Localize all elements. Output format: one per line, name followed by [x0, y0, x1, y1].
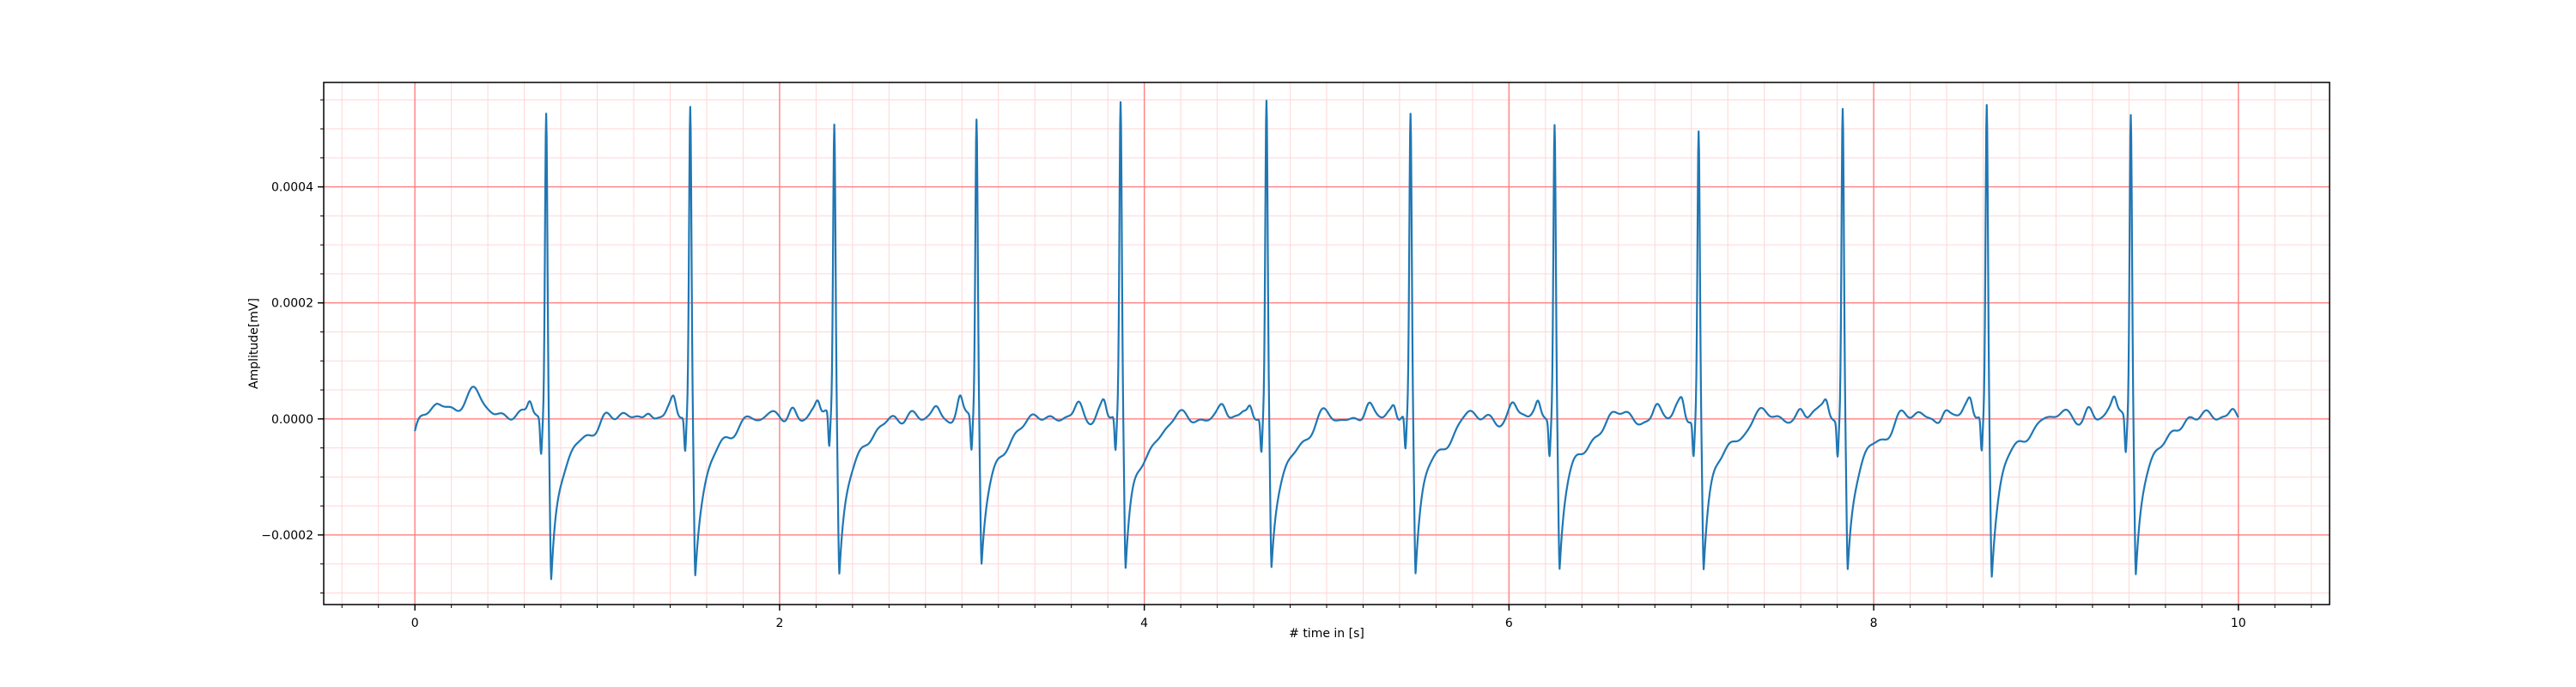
y-tick-label: 0.0004 — [271, 181, 313, 195]
x-tick-label: 6 — [1505, 617, 1513, 630]
x-tick-label: 4 — [1140, 617, 1148, 630]
x-tick-label: 0 — [411, 617, 419, 630]
y-axis-label: Amplitude[mV] — [247, 298, 261, 389]
ecg-series-line — [414, 100, 2239, 581]
y-tick-label: 0.0000 — [271, 413, 313, 427]
x-tick-label: 10 — [2231, 617, 2246, 630]
x-axis-ticks: 0 2 4 6 8 10 — [341, 605, 2312, 630]
y-axis-ticks: −0.0002 0.0000 0.0002 0.0004 — [261, 99, 324, 593]
y-tick-label: 0.0002 — [271, 297, 313, 311]
x-axis-label: # time in [s] — [1289, 627, 1364, 641]
x-tick-label: 8 — [1870, 617, 1878, 630]
y-tick-label: −0.0002 — [261, 529, 313, 543]
x-tick-label: 2 — [775, 617, 783, 630]
